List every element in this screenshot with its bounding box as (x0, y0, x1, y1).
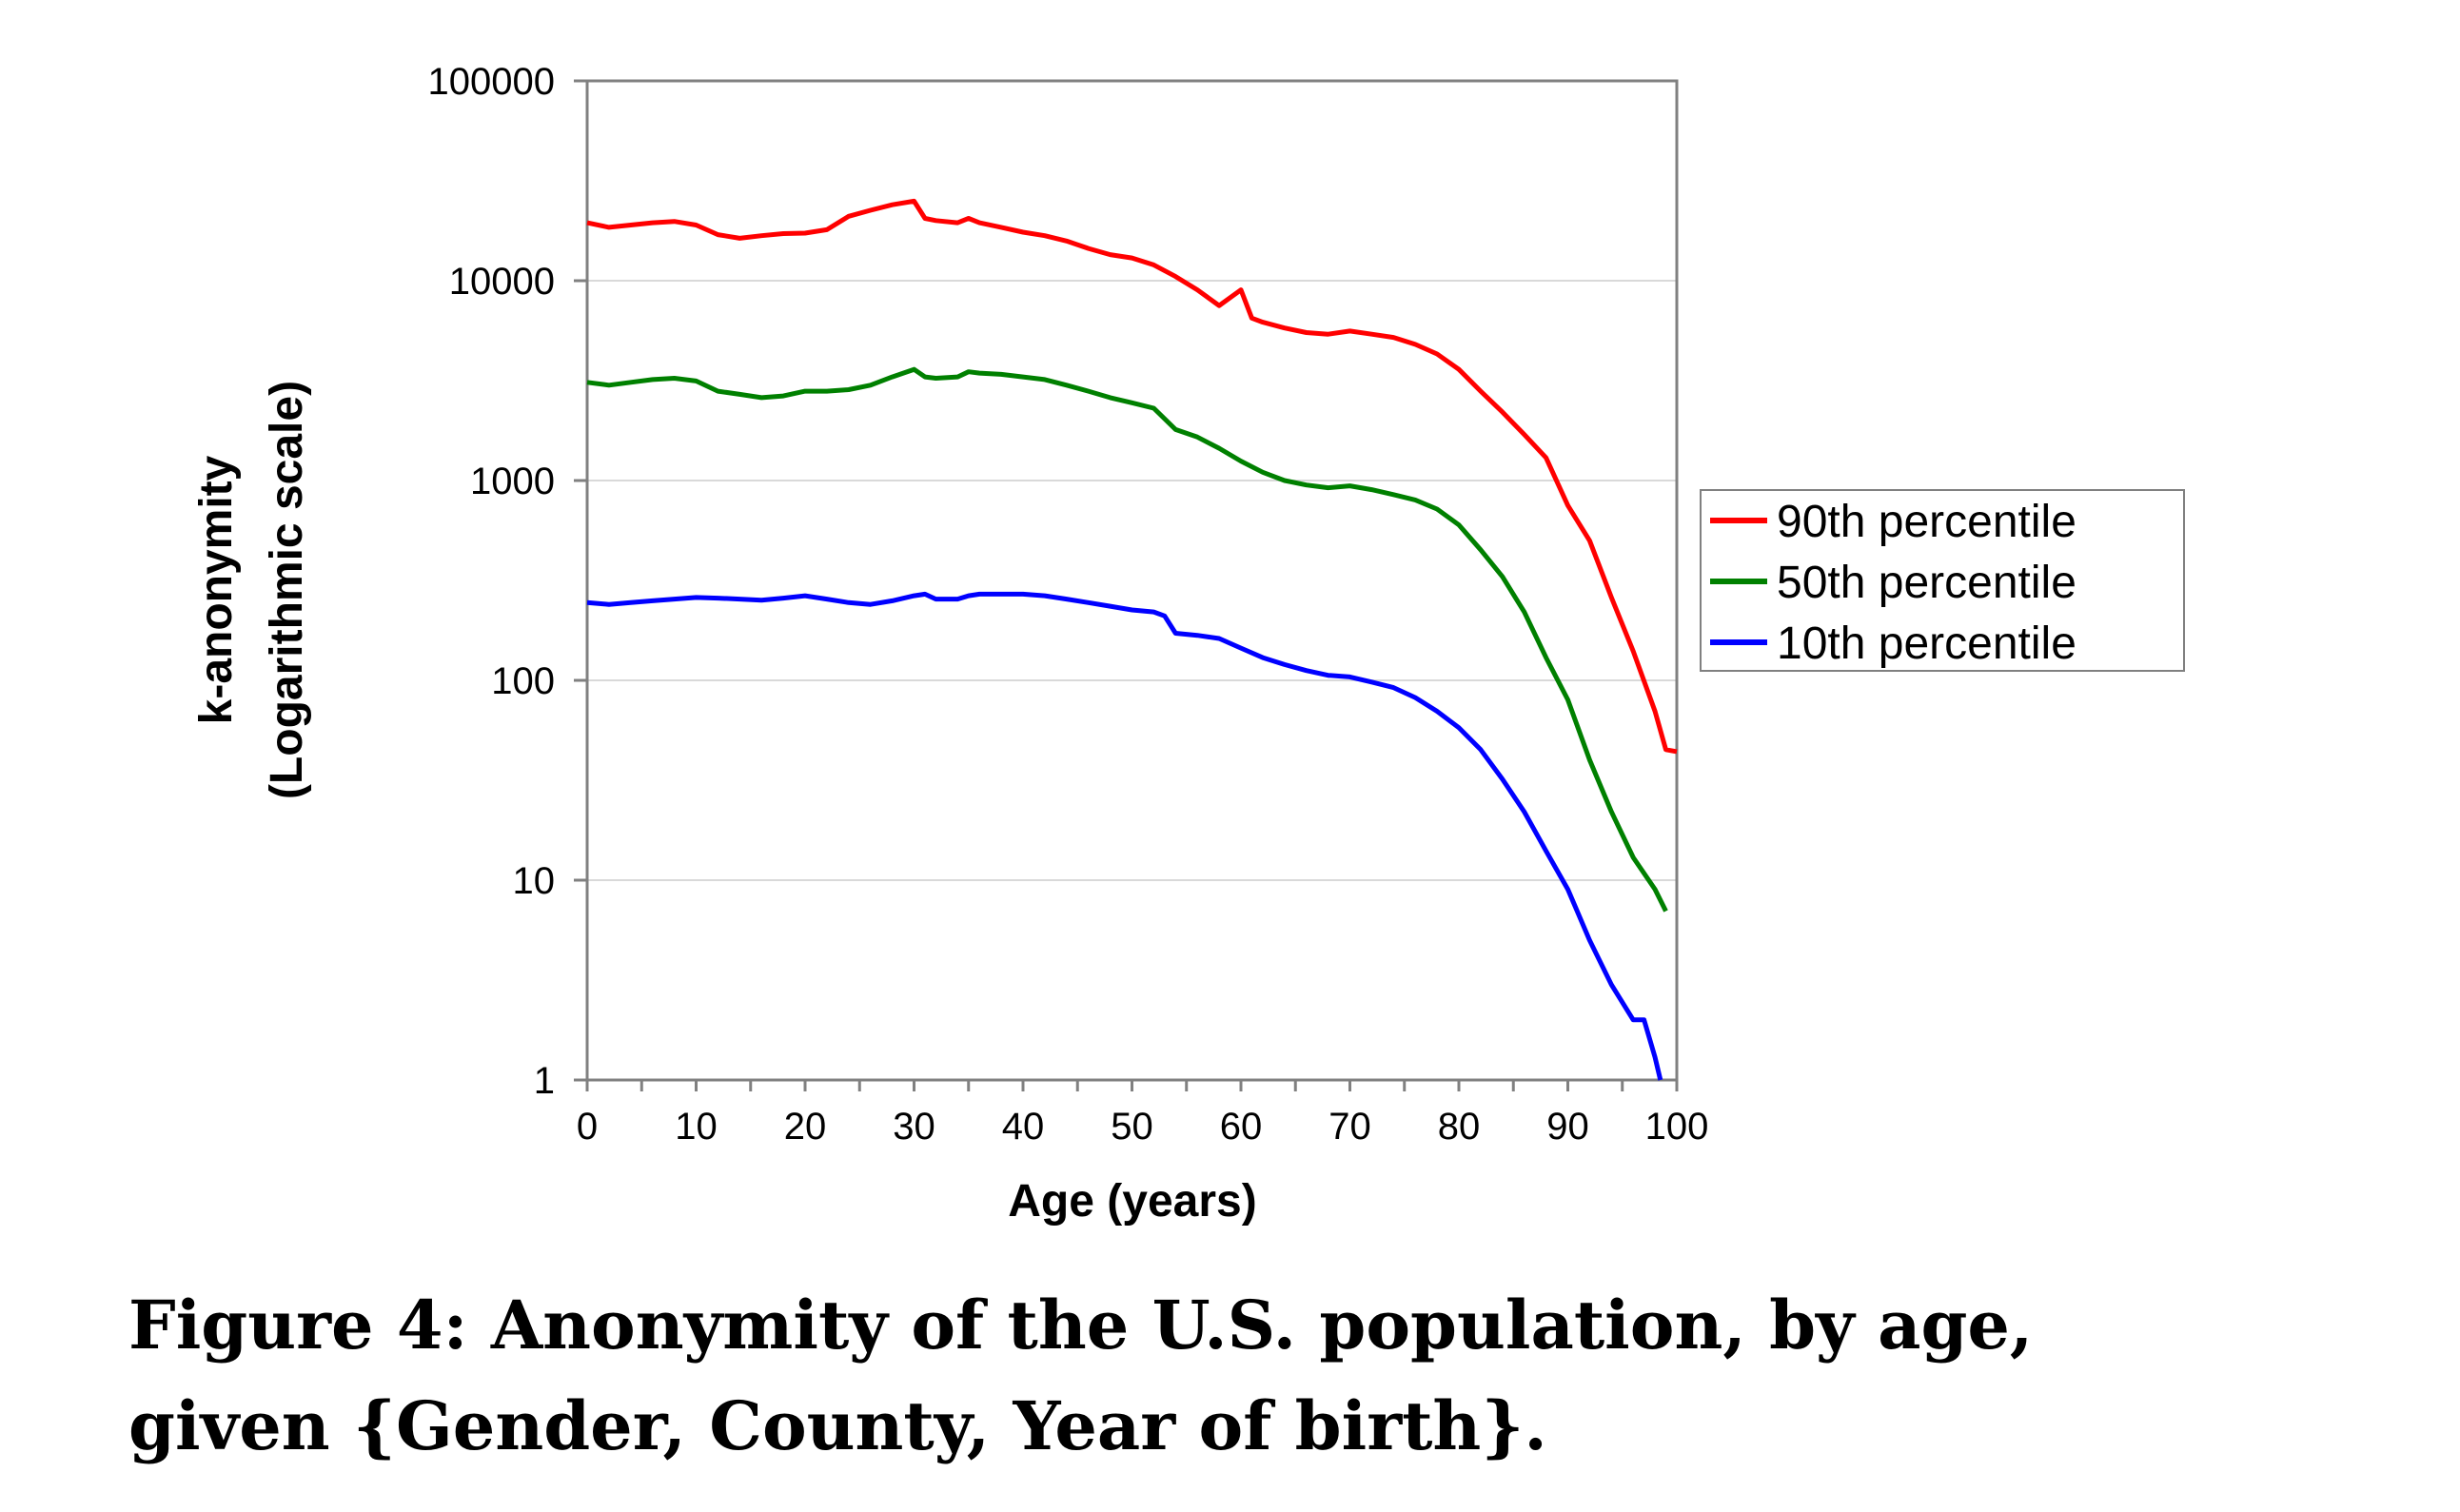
series-lines (586, 198, 1678, 1081)
x-tick-label: 50 (1111, 1106, 1153, 1148)
x-tick-label: 100 (1645, 1106, 1709, 1148)
caption-line-1: Figure 4: Anonymity of the U.S. populati… (128, 1286, 2034, 1365)
x-tick-label: 70 (1328, 1106, 1371, 1148)
y-axis-title-line-2: (Logarithmic scale) (262, 381, 312, 799)
legend-box (1700, 489, 2185, 672)
y-tick-label: 100000 (428, 61, 555, 103)
y-tick-label: 100 (491, 660, 555, 702)
x-tick-label: 60 (1220, 1106, 1263, 1148)
caption-line-2: given {Gender, County, Year of birth}. (128, 1386, 1547, 1465)
x-tick-label: 40 (1002, 1106, 1045, 1148)
y-tick-label: 1 (534, 1060, 555, 1102)
x-tick-label: 0 (577, 1106, 598, 1148)
x-tick-label: 10 (675, 1106, 718, 1148)
y-tick-label: 1000 (470, 461, 555, 502)
series-line-50th-percentile (586, 366, 1668, 913)
series-line-10th-percentile (586, 591, 1663, 1081)
x-axis-ticks: 0 10 20 30 40 50 60 70 80 90 100 (577, 1080, 1709, 1148)
gridlines (587, 280, 1677, 881)
y-tick-label: 10000 (449, 261, 555, 303)
x-tick-label: 30 (893, 1106, 935, 1148)
x-tick-label: 90 (1546, 1106, 1589, 1148)
legend-label-50th: 50th percentile (1777, 558, 2076, 608)
y-tick-label: 10 (513, 860, 556, 902)
x-tick-label: 20 (784, 1106, 827, 1148)
x-tick-label: 80 (1438, 1106, 1481, 1148)
series-line-90th-percentile (586, 198, 1678, 755)
legend-label-10th: 10th percentile (1777, 619, 2076, 669)
x-axis-title: Age (years) (1008, 1176, 1256, 1227)
figure-caption: Figure 4: Anonymity of the U.S. populati… (128, 1275, 2393, 1477)
plot-area-frame (585, 79, 1679, 1082)
legend: 90th percentile 50th percentile 10th per… (1700, 489, 2185, 672)
legend-label-90th: 90th percentile (1777, 497, 2076, 547)
y-axis-title-line-1: k-anonymity (191, 455, 242, 724)
y-axis-ticks: 1 10 100 1000 10000 100000 (428, 61, 587, 1102)
